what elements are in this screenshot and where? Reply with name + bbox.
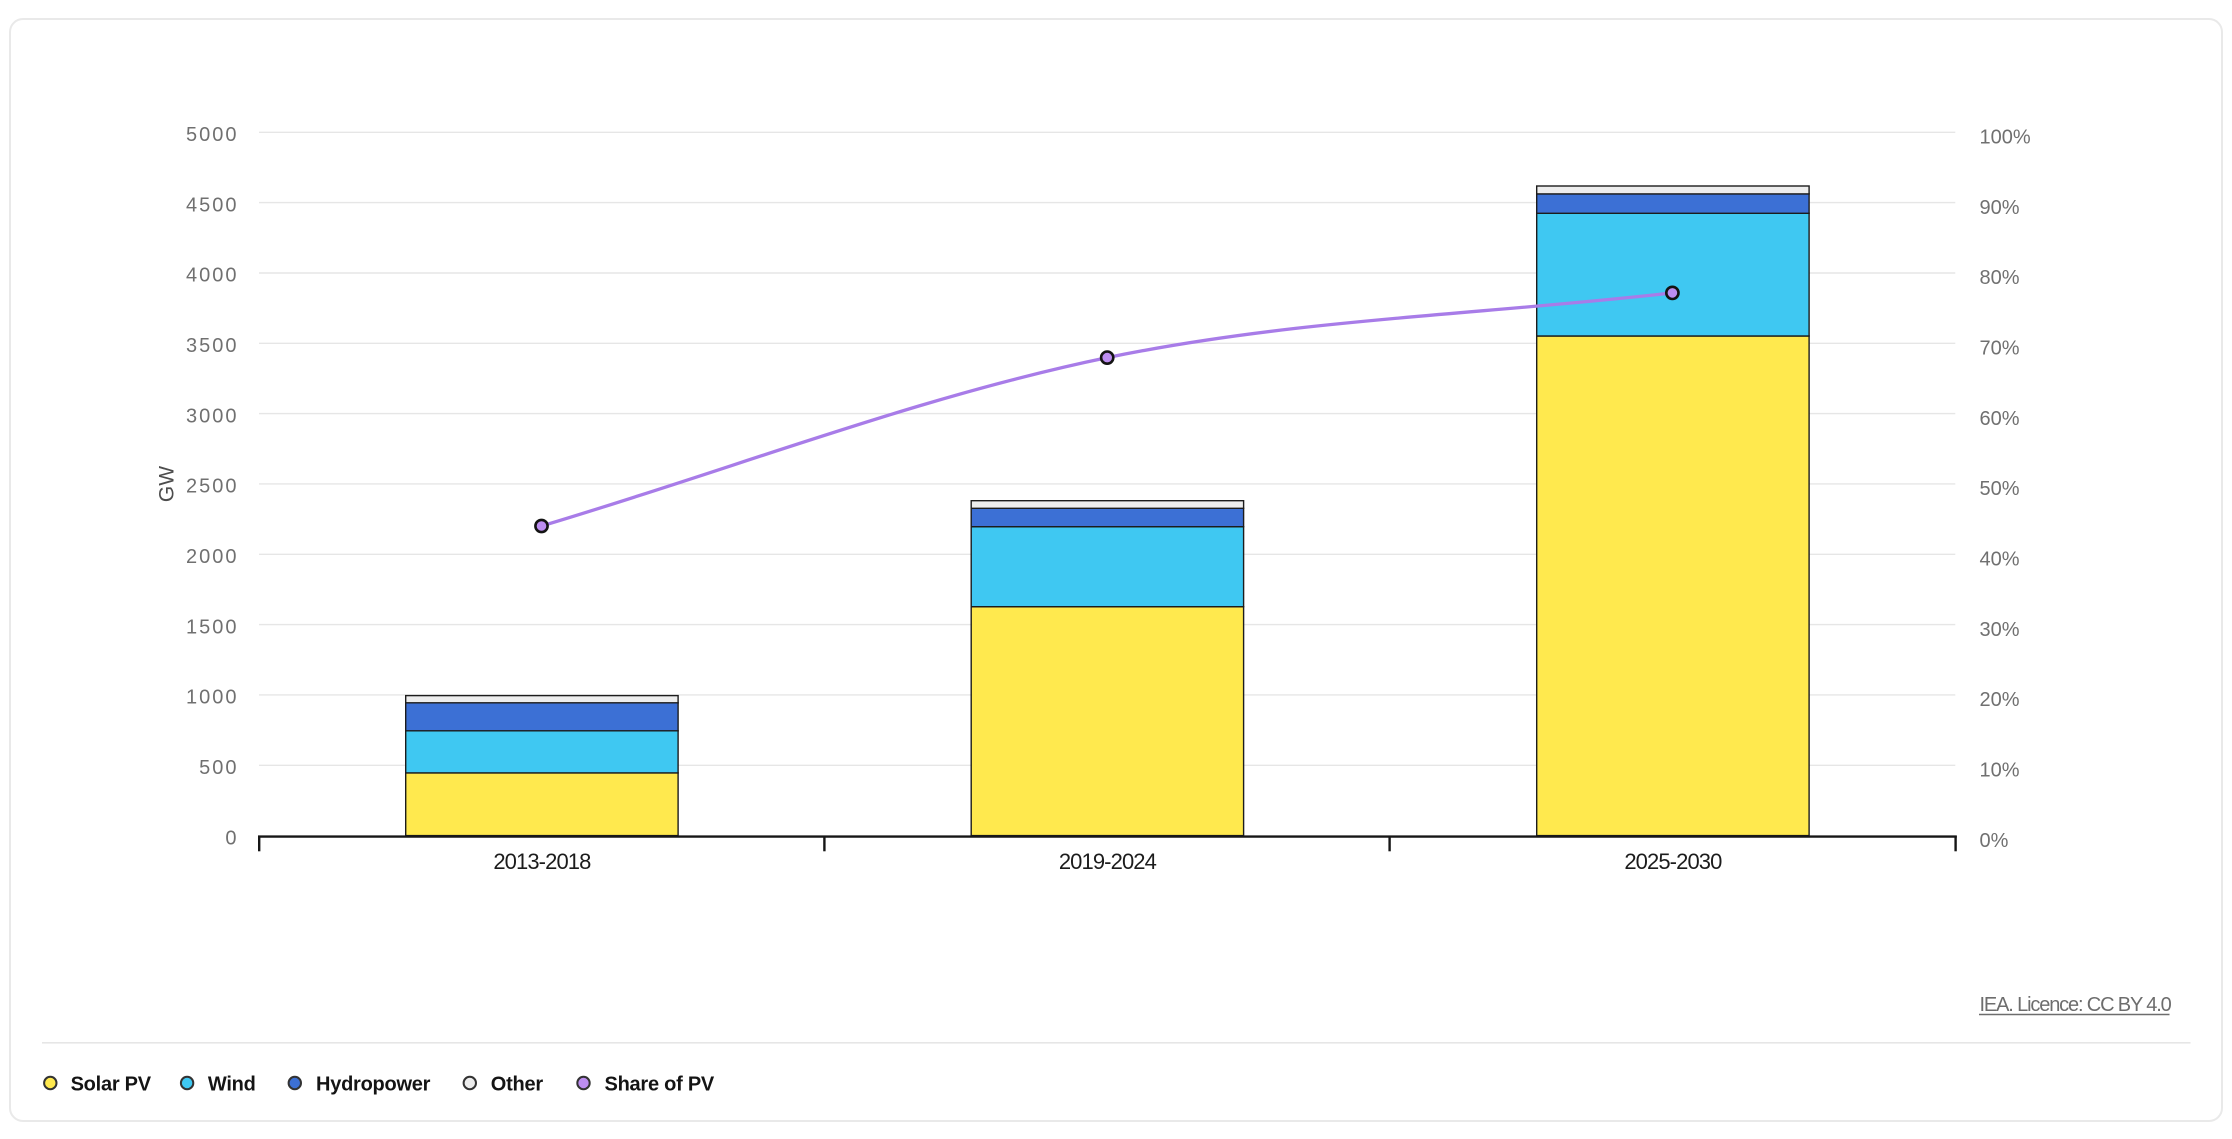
svg-text:60%: 60% [1980,408,2020,430]
svg-text:2019-2024: 2019-2024 [1059,849,1157,874]
svg-text:5000: 5000 [186,124,239,146]
svg-text:30%: 30% [1980,619,2020,641]
svg-text:70%: 70% [1980,338,2020,360]
svg-text:3500: 3500 [186,335,239,357]
svg-text:Wind: Wind [208,1074,256,1096]
svg-text:Other: Other [491,1074,544,1096]
svg-text:40%: 40% [1980,549,2020,571]
svg-text:0%: 0% [1980,830,2009,852]
svg-text:2013-2018: 2013-2018 [493,849,591,874]
svg-text:1000: 1000 [186,687,239,709]
svg-text:10%: 10% [1980,760,2020,782]
svg-text:Hydropower: Hydropower [316,1074,431,1096]
svg-text:50%: 50% [1980,478,2020,500]
svg-text:2000: 2000 [186,546,239,568]
svg-text:IEA. Licence: CC BY 4.0: IEA. Licence: CC BY 4.0 [1980,994,2172,1016]
svg-text:20%: 20% [1980,689,2020,711]
svg-text:4000: 4000 [186,265,239,287]
svg-text:90%: 90% [1980,197,2020,219]
svg-text:GW: GW [156,466,179,502]
svg-text:2025-2030: 2025-2030 [1624,849,1722,874]
svg-text:80%: 80% [1980,267,2020,289]
svg-text:100%: 100% [1980,127,2031,149]
svg-text:4500: 4500 [186,194,239,216]
svg-text:1500: 1500 [186,616,239,638]
svg-text:0: 0 [225,827,238,849]
svg-text:Solar PV: Solar PV [71,1074,152,1096]
svg-text:500: 500 [199,757,238,779]
svg-text:3000: 3000 [186,405,239,427]
svg-text:Share of PV: Share of PV [605,1074,715,1096]
svg-text:2500: 2500 [186,476,239,498]
